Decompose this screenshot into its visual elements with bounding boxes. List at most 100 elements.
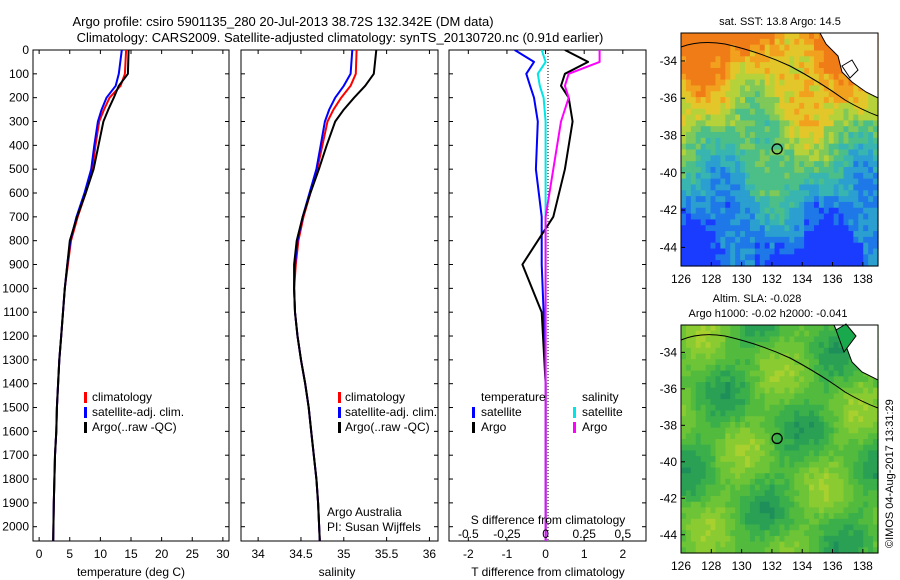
map-cell: [730, 201, 736, 209]
map-cell: [858, 108, 864, 116]
map-cell: [740, 62, 746, 69]
map-cell: [759, 44, 766, 52]
map-cell: [730, 370, 736, 377]
map-cell: [873, 433, 879, 440]
map-cell: [690, 108, 697, 116]
map-cell: [853, 260, 859, 267]
map-cell: [769, 126, 776, 133]
depth-tick-label: 300: [9, 115, 29, 129]
map-cell: [823, 547, 830, 554]
map-cell: [725, 254, 731, 261]
map-cell: [804, 404, 810, 412]
map-cell: [695, 85, 702, 92]
map-cell: [858, 161, 864, 168]
map-cell: [749, 207, 756, 215]
map-cell: [681, 50, 687, 57]
map-cell: [745, 85, 751, 92]
map-cell: [769, 450, 776, 457]
map-cell: [818, 456, 825, 463]
map-cell: [799, 518, 805, 526]
map-cell: [745, 126, 751, 133]
map-cell: [799, 410, 805, 417]
map-cell: [764, 236, 771, 244]
map-cell: [735, 399, 741, 406]
map-cell: [740, 524, 746, 531]
map-cell: [804, 225, 810, 232]
map-cell: [749, 155, 756, 162]
map-cell: [833, 427, 840, 434]
map-cell: [759, 79, 766, 87]
map-cell: [868, 473, 874, 480]
map-cell: [740, 79, 746, 87]
map-cell: [769, 120, 776, 127]
map-cell: [873, 178, 879, 186]
map-cell: [710, 399, 717, 406]
map-cell: [789, 108, 795, 116]
map-cell: [700, 260, 707, 267]
map-cell: [804, 382, 810, 389]
map-cell: [740, 56, 746, 63]
map-cell: [843, 161, 850, 168]
map-cell: [720, 513, 726, 520]
map-cell: [769, 410, 776, 417]
map-cell: [745, 225, 751, 232]
map-cell: [769, 421, 776, 429]
map-cell: [690, 62, 697, 69]
map-cell: [858, 196, 864, 203]
map-cell: [700, 207, 707, 215]
map-cell: [818, 50, 825, 57]
secondary-tick-label: 0: [542, 527, 549, 541]
map-cell: [784, 541, 790, 548]
map-cell: [813, 456, 820, 463]
map-cell: [784, 342, 790, 349]
map-cell: [794, 56, 800, 63]
map-cell: [784, 56, 790, 63]
map-cell: [794, 376, 800, 383]
map-cell: [725, 478, 731, 486]
map-cell: [705, 496, 712, 503]
map-cell: [715, 213, 721, 220]
map-cell: [843, 91, 850, 98]
map-cell: [774, 364, 781, 372]
map-cell: [715, 467, 721, 474]
map-cell: [690, 231, 697, 238]
map-cell: [745, 342, 751, 349]
map-cell: [774, 219, 781, 226]
map-cell: [873, 120, 879, 127]
map-cell: [863, 484, 869, 491]
map-cell: [754, 336, 761, 343]
map-cell: [799, 161, 805, 168]
map-cell: [804, 132, 810, 139]
depth-tick-label: 1700: [2, 448, 29, 462]
map-cell: [681, 353, 687, 360]
map-cell: [740, 450, 746, 457]
map-cell: [690, 370, 697, 377]
map-cell: [799, 530, 805, 537]
map-cell: [745, 541, 751, 548]
map-cell: [823, 196, 830, 203]
map-cell: [695, 370, 702, 377]
map-cell: [828, 196, 835, 203]
map-cell: [828, 382, 835, 389]
map-cell: [804, 473, 810, 480]
map-cell: [715, 190, 721, 197]
map-cell: [873, 143, 879, 151]
map-cell: [873, 126, 879, 133]
map-cell: [681, 336, 687, 343]
map-cell: [710, 410, 717, 417]
map-cell: [848, 496, 854, 503]
map-cell: [695, 387, 702, 394]
map-cell: [868, 444, 874, 451]
map-cell: [695, 213, 702, 220]
map-cell: [843, 143, 850, 151]
map-cell: [710, 421, 717, 429]
map-cell: [828, 201, 835, 209]
map-cell: [809, 404, 815, 412]
map-cell: [700, 547, 707, 554]
map-cell: [715, 524, 721, 531]
map-cell: [804, 518, 810, 526]
map-cell: [725, 370, 731, 377]
map-cell: [863, 404, 869, 412]
depth-tick-label: 1500: [2, 401, 29, 415]
map-cell: [779, 353, 786, 360]
